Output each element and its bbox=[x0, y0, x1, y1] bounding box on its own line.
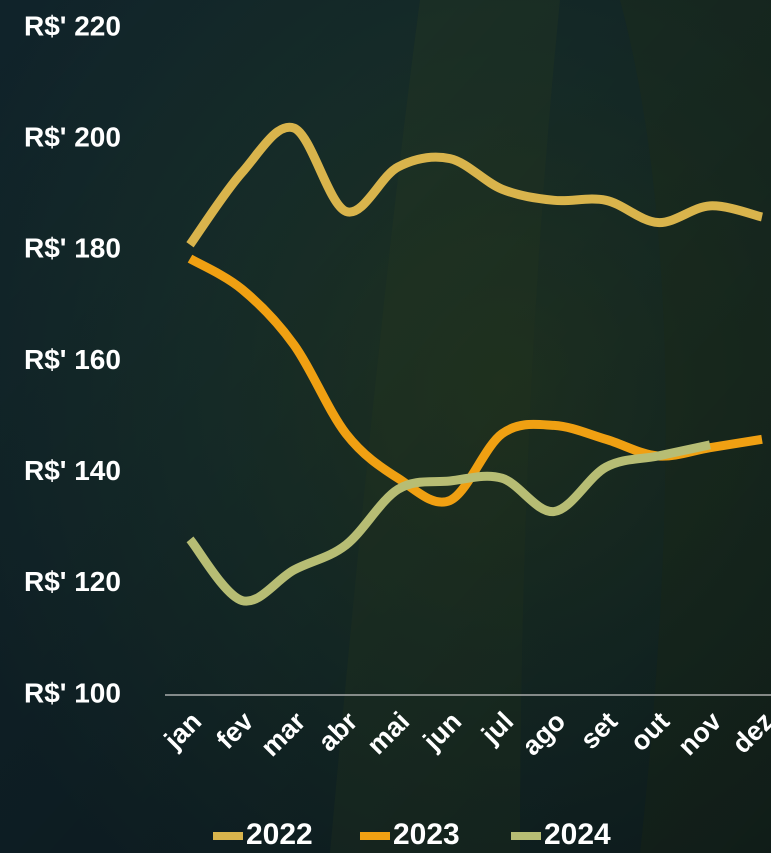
y-tick-label: R$' 180 bbox=[24, 233, 121, 264]
y-tick-label: R$' 100 bbox=[24, 677, 121, 708]
plot bbox=[186, 122, 764, 606]
line-series bbox=[186, 122, 764, 248]
legend-label: 2023 bbox=[393, 818, 460, 851]
legend-swatch bbox=[213, 832, 243, 840]
y-tick-label: R$' 220 bbox=[24, 10, 121, 41]
y-tick-label: R$' 140 bbox=[24, 455, 121, 486]
y-tick-label: R$' 200 bbox=[24, 122, 121, 153]
line-series bbox=[186, 440, 711, 606]
legend-label: 2022 bbox=[246, 818, 313, 851]
y-tick-label: R$' 160 bbox=[24, 344, 121, 375]
legend-swatch bbox=[360, 832, 390, 840]
legend-label: 2024 bbox=[544, 818, 611, 851]
y-tick-label: R$' 120 bbox=[24, 566, 121, 597]
legend-swatch bbox=[511, 832, 541, 840]
